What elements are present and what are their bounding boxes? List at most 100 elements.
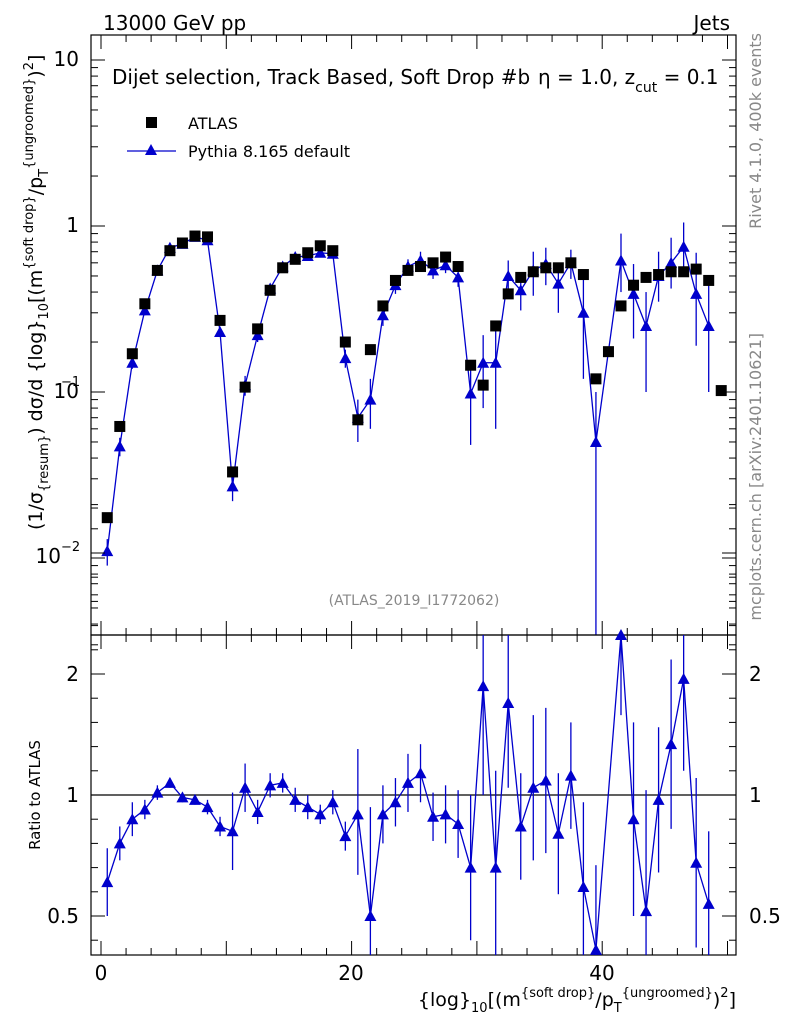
ratio-point [289,793,302,805]
atlas-point [214,314,226,326]
ytick-label-0.1-exp: −1 [61,375,80,390]
ratio-point [314,808,327,820]
pythia-point [690,287,703,299]
ytick-label-1: 1 [66,213,79,237]
atlas-point [615,300,627,312]
atlas-point [527,266,539,278]
ratio-point [264,779,277,791]
atlas-point [552,262,564,274]
ratio-point [627,813,640,825]
pythia-series-line [106,236,710,552]
ratio-point [376,808,389,820]
ratio-point [514,820,527,832]
ratio-point [239,781,252,793]
atlas-point [402,264,414,276]
ratio-point [552,827,565,839]
pythia-point [226,480,239,492]
atlas-point [314,240,326,252]
pythia-point [502,269,515,281]
ratio-point [163,776,176,788]
ratio-point [339,830,352,842]
xtick-label-0: 0 [95,961,108,985]
pythia-point [614,254,627,266]
rivet-info: Rivet 4.1.0, 400k events [746,33,765,229]
ylabel-p0: (1/σ [25,492,47,530]
ratio-ytick-2-right: 2 [749,662,762,686]
ratio-point [577,880,590,892]
ratio-point [276,776,289,788]
atlas-point [452,261,464,273]
ratio-ytick-1: 1 [66,783,79,807]
atlas-point [252,323,264,335]
pythia-point [138,304,151,316]
ratio-point [351,808,364,820]
atlas-point [653,269,665,281]
atlas-point [377,300,389,312]
pythia-point [439,259,452,271]
atlas-point [427,257,439,269]
atlas-point [577,269,589,281]
atlas-point [389,274,401,286]
pythia-point [489,356,502,368]
atlas-point [277,262,289,274]
atlas-point [289,253,301,265]
atlas-point [440,251,452,263]
ratio-point [301,801,314,813]
atlas-point [690,263,702,275]
atlas-point [665,266,677,278]
pythia-point [364,393,377,405]
pythia-point [627,287,640,299]
pythia-point [665,256,678,268]
legend-marker-pythia [145,144,157,155]
ratio-point [427,810,440,822]
ratio-point [151,786,164,798]
ratio-panel: 2 1 0.5 2 1 0.5 Ratio to ATLAS 0 20 40 [26,504,781,985]
header-energy: 13000 GeV pp [103,11,246,35]
atlas-point [465,359,477,371]
ratio-ytick-0.5-right: 0.5 [749,904,781,928]
ratio-point [652,793,665,805]
xlabel-p4: /p [595,989,613,1011]
ytick-label-0.01-base: 10 [36,544,61,568]
pythia-point [251,329,264,341]
analysis-watermark: (ATLAS_2019_I1772062) [329,593,500,609]
atlas-point [176,237,188,249]
atlas-point [302,247,314,259]
ylabel-p7: T [37,169,52,178]
xlabel-p7: ) [713,989,720,1011]
ylabel-p8: {ungroomed} [22,78,37,169]
chart-title: Dijet selection, Track Based, Soft Drop … [112,65,530,89]
ratio-ytick-2: 2 [66,662,79,686]
legend-marker-atlas [146,117,157,128]
atlas-point [114,420,126,432]
ytick-label-10: 10 [54,47,79,71]
xlabel-p3: {soft drop} [521,986,595,1001]
chart-title-eta-tail: = 0.1 [657,65,718,89]
main-y-ticks [91,35,736,646]
xlabel-p5: T [613,1001,622,1016]
atlas-point [164,245,176,257]
pythia-point [514,284,527,296]
atlas-point [151,264,163,276]
atlas-point [139,298,151,310]
ratio-point [138,803,151,815]
ratio-point [477,680,490,692]
atlas-point [352,414,364,426]
atlas-point [703,274,715,286]
chart-title-main: Dijet selection, Track Based, Soft Drop … [112,65,530,89]
pythia-point [477,356,490,368]
ratio-point [326,796,339,808]
ratio-point [677,672,690,684]
ratio-ticks [91,504,736,955]
ratio-point [564,769,577,781]
main-y-tick-labels: 10 1 10 −1 10 −2 [36,47,81,568]
atlas-point [126,348,138,360]
atlas-point [640,271,652,283]
atlas-point [602,346,614,358]
ratio-point [527,781,540,793]
ytick-label-0.01: 10 [36,544,61,568]
xtick-label-40: 40 [589,961,614,985]
pythia-point [376,309,389,321]
ratio-point [702,897,715,909]
